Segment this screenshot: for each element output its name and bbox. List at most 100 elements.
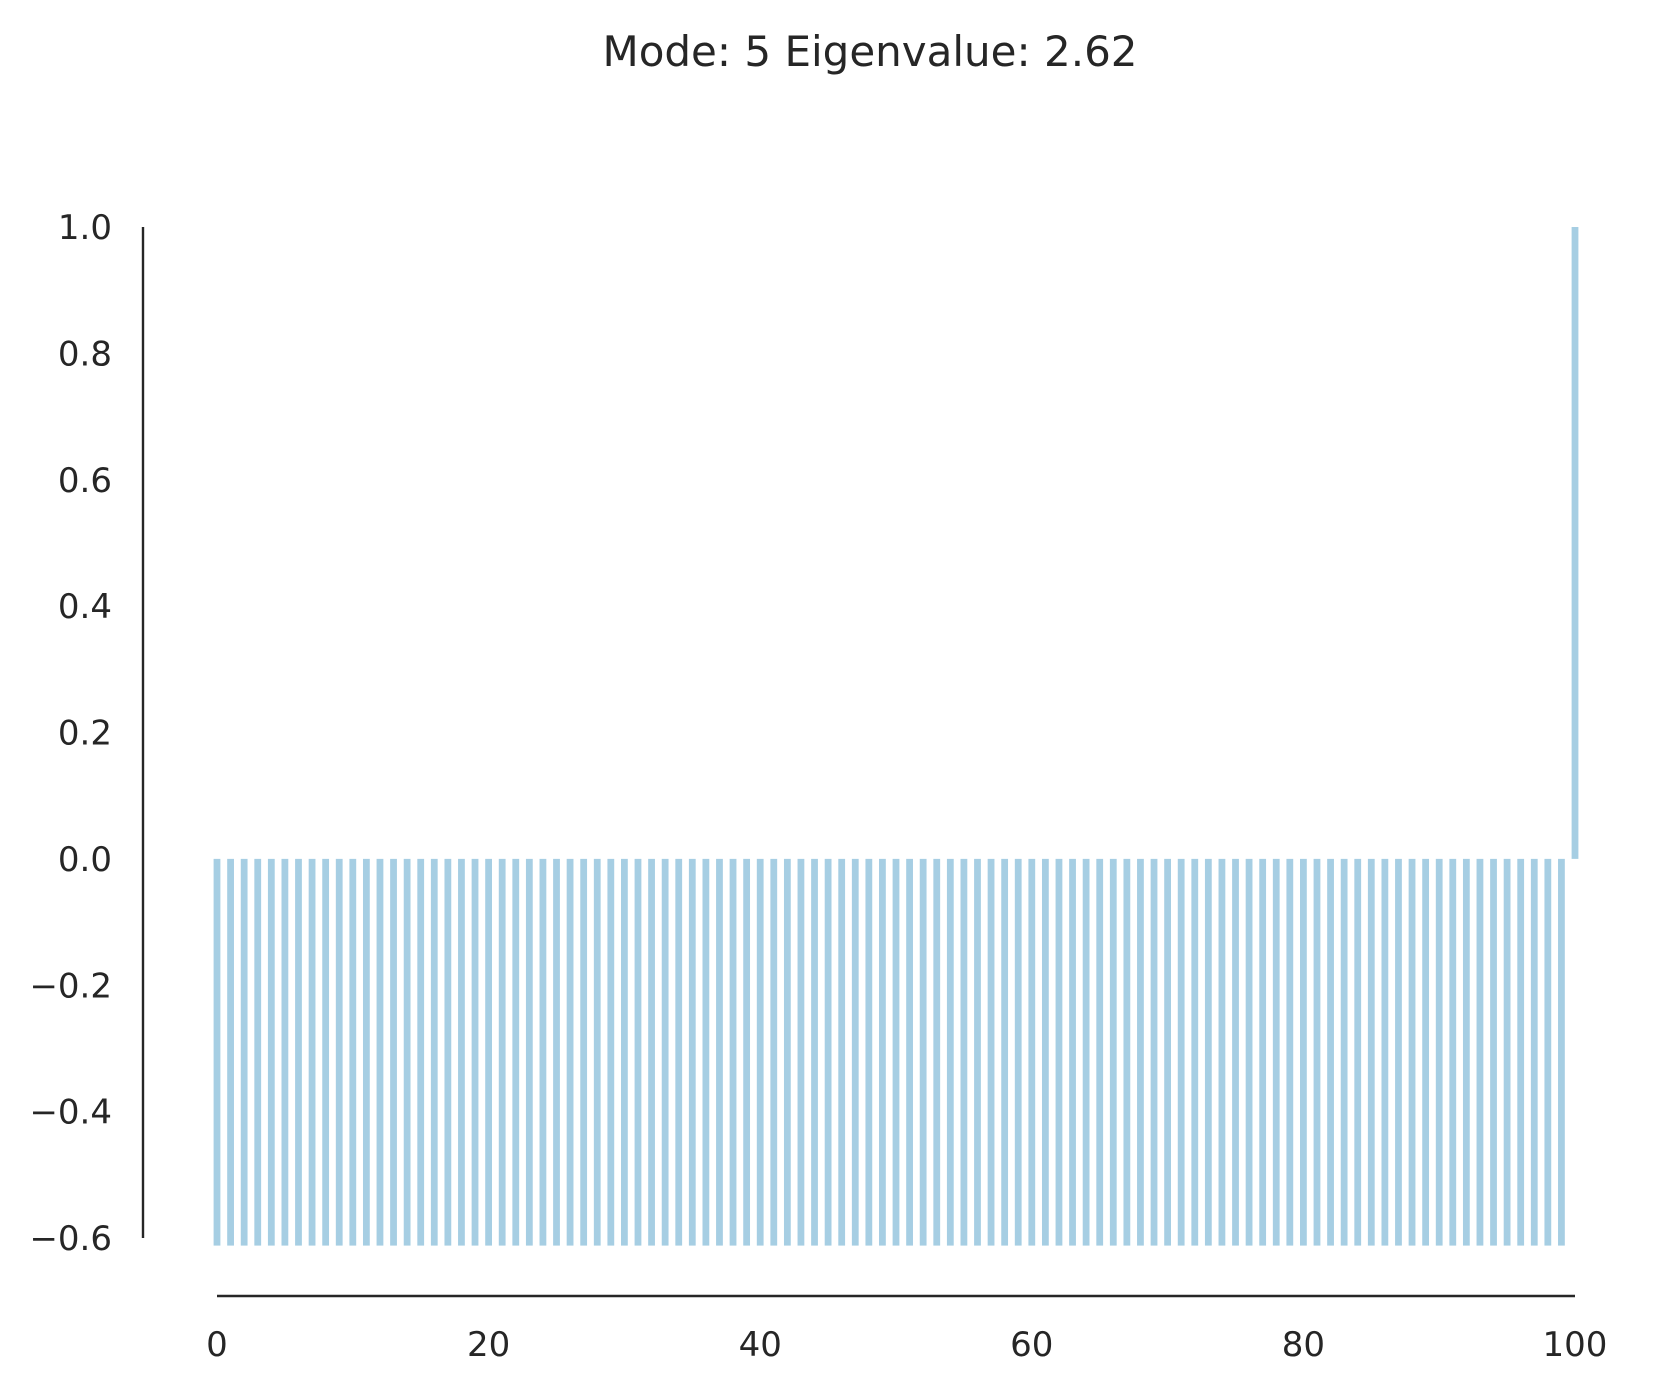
bar-89 [1422, 858, 1430, 1246]
bar-22 [512, 858, 520, 1246]
bar-62 [1055, 858, 1063, 1246]
bar-21 [498, 858, 506, 1246]
chart-title: Mode: 5 Eigenvalue: 2.62 [602, 27, 1137, 76]
bar-59 [1014, 858, 1022, 1246]
bar-82 [1327, 858, 1334, 1246]
bar-68 [1137, 858, 1144, 1246]
bar-25 [553, 858, 560, 1246]
x-tick-label: 100 [1543, 1325, 1608, 1365]
bar-94 [1490, 858, 1497, 1246]
bar-48 [865, 858, 873, 1246]
bar-58 [1001, 858, 1009, 1246]
bar-73 [1204, 858, 1212, 1246]
bar-28 [593, 858, 601, 1246]
bar-40 [756, 858, 764, 1246]
x-tick-labels: 0 20 40 60 80 100 [206, 1325, 1607, 1365]
bar-69 [1150, 858, 1158, 1246]
bar-98 [1544, 858, 1552, 1246]
bar-53 [933, 858, 941, 1246]
y-tick-label: 0.6 [58, 461, 112, 501]
bar-95 [1503, 858, 1511, 1246]
bar-52 [919, 858, 927, 1246]
bar-39 [743, 858, 751, 1246]
bar-26 [566, 858, 574, 1246]
bar-66 [1109, 858, 1117, 1246]
bar-29 [607, 858, 615, 1246]
y-tick-label: 0.0 [58, 840, 112, 880]
bar-72 [1191, 858, 1199, 1246]
bar-78 [1272, 858, 1280, 1246]
bar-20 [485, 858, 492, 1246]
bar-7 [308, 858, 316, 1246]
x-tick-label: 80 [1282, 1325, 1325, 1365]
bar-35 [688, 858, 696, 1246]
bar-79 [1286, 858, 1294, 1246]
bar-85 [1367, 858, 1375, 1246]
bar-93 [1476, 858, 1484, 1246]
bar-71 [1177, 858, 1185, 1246]
bar-30 [621, 858, 628, 1246]
bar-54 [946, 858, 954, 1246]
bar-1 [227, 858, 234, 1246]
x-tick-label: 60 [1010, 1325, 1053, 1365]
bar-65 [1096, 858, 1104, 1246]
bar-43 [797, 858, 805, 1246]
bar-50 [892, 858, 900, 1246]
bar-10 [349, 858, 357, 1246]
bar-77 [1259, 858, 1267, 1246]
bar-34 [675, 858, 683, 1246]
bar-14 [403, 858, 411, 1246]
bar-13 [390, 858, 397, 1246]
bar-11 [362, 858, 370, 1246]
bar-90 [1435, 858, 1443, 1246]
bar-36 [702, 858, 710, 1246]
bar-9 [335, 858, 343, 1246]
bar-87 [1395, 858, 1402, 1246]
bar-33 [661, 858, 669, 1246]
bar-80 [1300, 858, 1307, 1246]
bar-19 [471, 858, 479, 1246]
bar-86 [1381, 858, 1389, 1246]
bar-83 [1340, 858, 1348, 1246]
bar-60 [1028, 858, 1036, 1246]
y-tick-label: 1.0 [58, 208, 112, 248]
bar-6 [295, 858, 302, 1246]
bar-18 [458, 858, 465, 1246]
y-tick-label: 0.4 [58, 587, 112, 627]
bar-4 [267, 858, 275, 1246]
bar-96 [1517, 858, 1525, 1246]
bar-63 [1069, 858, 1076, 1246]
bar-76 [1245, 858, 1253, 1246]
bar-41 [770, 858, 778, 1246]
bar-32 [648, 858, 655, 1246]
bar-5 [281, 858, 289, 1246]
bar-45 [824, 858, 832, 1246]
y-tick-label: −0.4 [29, 1093, 112, 1133]
bar-38 [729, 858, 737, 1246]
y-tick-label: 0.2 [58, 714, 112, 754]
bar-24 [539, 858, 547, 1246]
x-tick-label: 40 [739, 1325, 782, 1365]
bar-0 [213, 858, 221, 1246]
bar-47 [851, 858, 859, 1246]
bar-61 [1041, 858, 1049, 1246]
bar-88 [1408, 858, 1416, 1246]
y-tick-labels: 1.0 0.8 0.6 0.4 0.2 0.0 −0.2 −0.4 −0.6 [29, 208, 112, 1259]
bar-3 [254, 858, 262, 1246]
bar-64 [1082, 858, 1090, 1246]
bar-37 [716, 858, 723, 1246]
bar-97 [1530, 858, 1538, 1246]
bar-31 [634, 858, 642, 1246]
bar-100 [1571, 227, 1579, 859]
bar-70 [1164, 858, 1171, 1246]
bar-99 [1558, 858, 1565, 1246]
bar-27 [580, 858, 588, 1246]
bar-49 [879, 858, 886, 1246]
bar-57 [987, 858, 995, 1246]
bar-2 [240, 858, 248, 1246]
bar-81 [1313, 858, 1321, 1246]
x-tick-label: 20 [467, 1325, 510, 1365]
bar-44 [811, 858, 818, 1246]
bar-75 [1232, 858, 1239, 1246]
